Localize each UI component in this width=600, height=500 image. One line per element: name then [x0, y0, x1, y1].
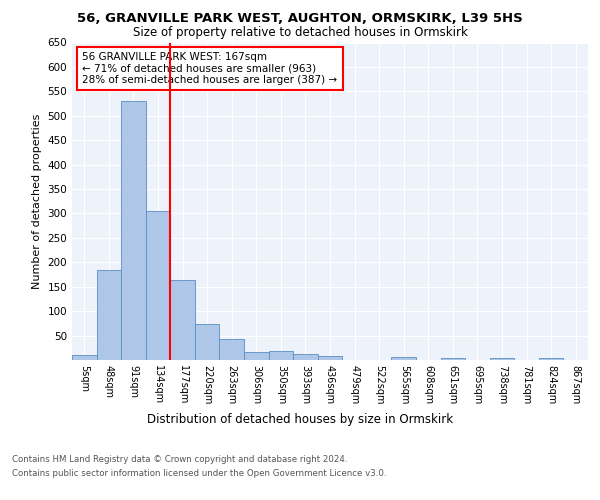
Bar	[72, 355, 97, 360]
Bar	[490, 358, 514, 360]
Bar	[170, 280, 195, 360]
Bar	[391, 357, 416, 360]
Text: 56 GRANVILLE PARK WEST: 167sqm
← 71% of detached houses are smaller (963)
28% of: 56 GRANVILLE PARK WEST: 167sqm ← 71% of …	[82, 52, 337, 85]
Y-axis label: Number of detached properties: Number of detached properties	[32, 114, 42, 289]
Bar	[318, 356, 342, 360]
Bar	[269, 351, 293, 360]
Text: Contains HM Land Registry data © Crown copyright and database right 2024.: Contains HM Land Registry data © Crown c…	[12, 456, 347, 464]
Bar	[195, 324, 220, 360]
Bar	[220, 340, 244, 360]
Text: Size of property relative to detached houses in Ormskirk: Size of property relative to detached ho…	[133, 26, 467, 39]
Text: 56, GRANVILLE PARK WEST, AUGHTON, ORMSKIRK, L39 5HS: 56, GRANVILLE PARK WEST, AUGHTON, ORMSKI…	[77, 12, 523, 26]
Bar	[146, 211, 170, 360]
Text: Distribution of detached houses by size in Ormskirk: Distribution of detached houses by size …	[147, 412, 453, 426]
Bar	[97, 270, 121, 360]
Text: Contains public sector information licensed under the Open Government Licence v3: Contains public sector information licen…	[12, 469, 386, 478]
Bar	[440, 358, 465, 360]
Bar	[121, 101, 146, 360]
Bar	[244, 352, 269, 360]
Bar	[539, 358, 563, 360]
Bar	[293, 354, 318, 360]
